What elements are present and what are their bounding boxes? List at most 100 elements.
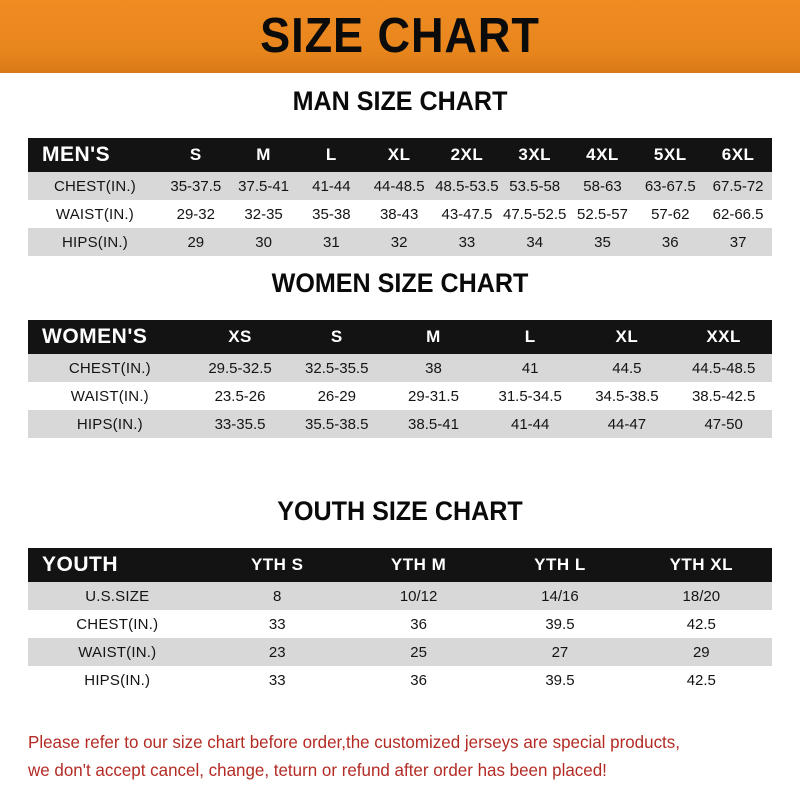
row-label: HIPS(IN.) [76, 415, 143, 433]
youth-column-header: YTH S [250, 555, 304, 574]
women-column-header: M [426, 327, 441, 346]
man-table-lead-header: MEN'S [42, 143, 111, 166]
table-row: HIPS(IN.) 33-35.5 35.5-38.5 38.5-41 41-44 44-… [28, 410, 772, 438]
measurement-cell: 8 [273, 587, 282, 605]
row-label: CHEST(IN.) [68, 359, 151, 377]
row-label: CHEST(IN.) [53, 177, 136, 195]
measurement-cell: 57-62 [651, 205, 690, 223]
footer-note-line-1: Please refer to our size chart before or… [28, 732, 680, 752]
man-section-title: MAN SIZE CHART [292, 86, 508, 116]
measurement-cell: 53.5-58 [509, 177, 561, 195]
row-label: U.S.SIZE [85, 587, 150, 605]
measurement-cell: 67.5-72 [712, 177, 764, 195]
measurement-cell: 39.5 [545, 671, 575, 689]
measurement-cell: 37 [729, 233, 747, 251]
measurement-cell: 43-47.5 [441, 205, 493, 223]
youth-section-title: YOUTH SIZE CHART [277, 496, 523, 526]
measurement-cell: 26-29 [317, 387, 356, 405]
women-size-table: WOMEN'S XS S M L XL XXL CHEST(IN.) 29.5-32.5 32.5… [28, 320, 772, 438]
measurement-cell: 29 [187, 233, 205, 251]
measurement-cell: 33 [268, 671, 286, 689]
measurement-cell: 25 [410, 643, 427, 661]
youth-table-lead-header: YOUTH [42, 553, 118, 576]
row-label: WAIST(IN.) [70, 387, 149, 405]
measurement-cell: 36 [410, 615, 427, 633]
table-row: HIPS(IN.) 33 36 39.5 42.5 [28, 666, 772, 694]
measurement-cell: 29-32 [176, 205, 215, 223]
measurement-cell: 35-38 [312, 205, 351, 223]
measurement-cell: 44.5-48.5 [691, 359, 756, 377]
table-row: WAIST(IN.) 23.5-26 26-29 29-31.5 31.5-34.5 34… [28, 382, 772, 410]
measurement-cell: 36 [410, 671, 427, 689]
measurement-cell: 38.5-42.5 [691, 387, 756, 405]
man-column-header: 6XL [721, 145, 755, 164]
banner-title: SIZE CHART [260, 9, 540, 63]
table-row: HIPS(IN.) 29 30 31 32 33 34 35 36 37 [28, 228, 772, 256]
table-row: CHEST(IN.) 35-37.5 37.5-41 41-44 44-48.5 48.5… [28, 172, 772, 200]
man-column-header: M [256, 145, 271, 164]
measurement-cell: 36 [661, 233, 679, 251]
footer-note-line-2: we don't accept cancel, change, teturn o… [28, 760, 607, 781]
man-column-header: 4XL [586, 145, 619, 164]
row-label: HIPS(IN.) [84, 671, 151, 689]
measurement-cell: 38.5-41 [408, 415, 459, 433]
measurement-cell: 33-35.5 [214, 415, 266, 433]
measurement-cell: 29-31.5 [408, 387, 459, 405]
measurement-cell: 38 [425, 359, 442, 377]
man-column-header: 2XL [450, 145, 484, 164]
measurement-cell: 33 [458, 233, 476, 251]
measurement-cell: 27 [551, 643, 569, 661]
table-row: U.S.SIZE 8 10/12 14/16 18/20 [28, 582, 772, 610]
measurement-cell: 10/12 [399, 587, 438, 605]
man-column-header: 5XL [653, 145, 687, 164]
measurement-cell: 23 [268, 643, 286, 661]
measurement-cell: 31.5-34.5 [498, 387, 562, 405]
measurement-cell: 32 [390, 233, 408, 251]
women-table-lead-header: WOMEN'S [42, 325, 148, 348]
measurement-cell: 42.5 [686, 615, 716, 633]
measurement-cell: 47-50 [704, 415, 743, 433]
youth-column-header: YTH M [390, 555, 447, 574]
measurement-cell: 41-44 [312, 177, 351, 195]
measurement-cell: 14/16 [541, 587, 579, 605]
measurement-cell: 48.5-53.5 [435, 177, 499, 195]
man-column-header: 3XL [518, 145, 552, 164]
measurement-cell: 18/20 [682, 587, 721, 605]
youth-column-header: YTH L [534, 555, 586, 574]
row-label: WAIST(IN.) [55, 205, 134, 223]
table-row: WAIST(IN.) 23 25 27 29 [28, 638, 772, 666]
measurement-cell: 38-43 [379, 205, 419, 223]
measurement-cell: 32.5-35.5 [305, 359, 369, 377]
row-label: WAIST(IN.) [78, 643, 157, 661]
measurement-cell: 44-48.5 [373, 177, 425, 195]
man-table-header-row: MEN'S S M L XL 2XL 3XL 4XL 5XL 6XL [28, 138, 772, 172]
table-row: WAIST(IN.) 29-32 32-35 35-38 38-43 43-47.5 47.… [28, 200, 772, 228]
measurement-cell: 44-47 [607, 415, 647, 433]
women-column-header: S [330, 327, 343, 346]
measurement-cell: 29.5-32.5 [208, 359, 272, 377]
youth-column-header: YTH XL [669, 555, 734, 574]
youth-size-table: YOUTH YTH S YTH M YTH L YTH XL U.S.SIZE 8 10/12… [28, 548, 772, 694]
women-column-header: L [524, 327, 536, 346]
women-column-header: XXL [706, 327, 741, 346]
measurement-cell: 29 [692, 643, 710, 661]
measurement-cell: 35.5-38.5 [305, 415, 369, 433]
row-label: CHEST(IN.) [76, 615, 159, 633]
man-size-table: MEN'S S M L XL 2XL 3XL 4XL 5XL 6XL CHEST(IN.) 35-37… [28, 138, 772, 256]
measurement-cell: 63-67.5 [644, 177, 696, 195]
women-section-title: WOMEN SIZE CHART [271, 268, 529, 298]
man-column-header: L [325, 145, 337, 164]
measurement-cell: 62-66.5 [712, 205, 764, 223]
measurement-cell: 41 [521, 359, 539, 377]
measurement-cell: 35 [594, 233, 611, 251]
measurement-cell: 32-35 [244, 205, 283, 223]
measurement-cell: 52.5-57 [577, 205, 628, 223]
measurement-cell: 41-44 [511, 415, 550, 433]
women-table-header-row: WOMEN'S XS S M L XL XXL [28, 320, 772, 354]
measurement-cell: 37.5-41 [238, 177, 290, 195]
measurement-cell: 30 [255, 233, 272, 251]
man-column-header: S [189, 145, 202, 164]
measurement-cell: 34 [526, 233, 544, 251]
banner: SIZE CHART [0, 0, 800, 73]
